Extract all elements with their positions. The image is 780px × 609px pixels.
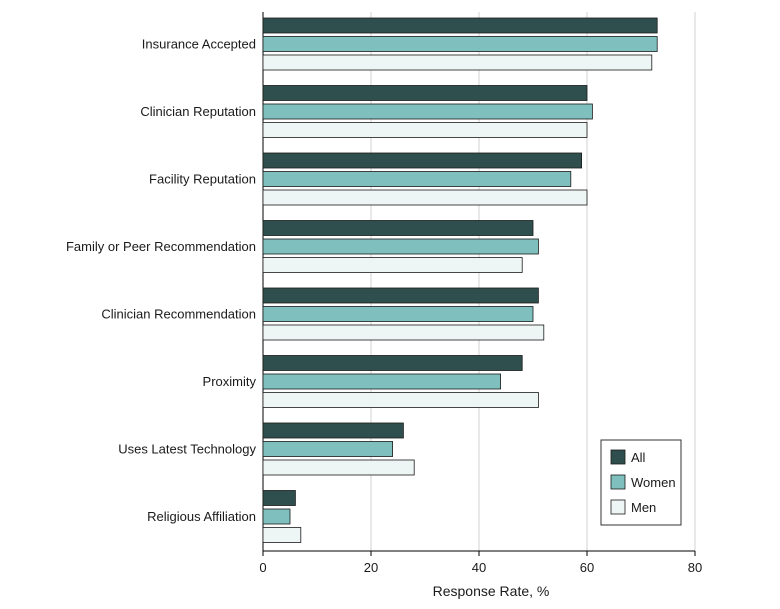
legend: All Women Men (600, 439, 682, 526)
bar-men (262, 392, 539, 408)
bar-men (262, 459, 415, 476)
bar-all (262, 422, 404, 439)
bar-women (262, 508, 291, 525)
legend-label-women: Women (631, 475, 676, 490)
x-tick-label: 60 (580, 560, 594, 575)
bar-women (262, 373, 502, 390)
bar-men (262, 324, 545, 341)
x-tick-label: 80 (688, 560, 702, 575)
bar-men (262, 122, 588, 138)
bar-women (262, 306, 534, 322)
category-label: Insurance Accepted (142, 37, 256, 52)
category-label: Clinician Reputation (140, 104, 256, 119)
bar-all (262, 355, 523, 371)
legend-swatch-women (610, 474, 626, 490)
category-label: Religious Affiliation (147, 509, 256, 524)
x-tick-label: 20 (364, 560, 378, 575)
bar-women (262, 238, 539, 255)
bar-women (262, 103, 593, 120)
category-label: Facility Reputation (149, 172, 256, 187)
x-tick-label: 40 (472, 560, 486, 575)
bar-men (262, 189, 588, 206)
bar-all (262, 85, 588, 101)
bar-all (262, 490, 296, 506)
category-label: Family or Peer Recommendation (66, 239, 256, 254)
category-labels: Insurance Accepted Clinician Reputation Fa… (66, 37, 257, 525)
bar-women (262, 36, 658, 52)
legend-label-men: Men (631, 500, 656, 515)
category-label: Uses Latest Technology (118, 442, 256, 457)
bar-all (262, 152, 583, 169)
bar-women (262, 441, 394, 457)
bar-all (262, 220, 534, 236)
bar-men (262, 527, 302, 543)
x-axis-ticks: 0 20 40 60 80 (259, 551, 702, 575)
legend-swatch-men (610, 499, 626, 515)
x-axis-title: Response Rate, % (433, 583, 550, 599)
bar-men (262, 54, 653, 71)
x-tick-label: 0 (259, 560, 266, 575)
legend-swatch-all (610, 449, 626, 465)
bar-all (262, 17, 658, 34)
bar-women (262, 171, 572, 187)
category-label: Proximity (203, 374, 257, 389)
legend-label-all: All (631, 450, 646, 465)
category-label: Clinician Recommendation (101, 307, 256, 322)
bar-series (262, 17, 658, 543)
bar-all (262, 287, 539, 304)
bar-men (262, 257, 523, 273)
